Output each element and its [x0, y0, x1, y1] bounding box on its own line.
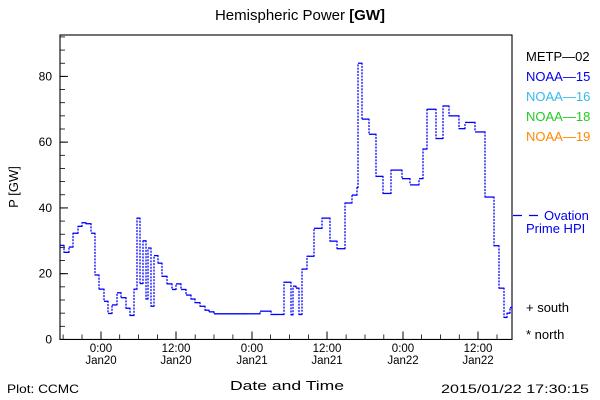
svg-text:80: 80 [39, 69, 53, 83]
svg-text:12:00: 12:00 [162, 343, 191, 355]
svg-text:Jan21: Jan21 [311, 355, 342, 367]
svg-text:METP—02: METP—02 [526, 49, 590, 64]
svg-text:Jan21: Jan21 [236, 355, 267, 367]
svg-text:0:00: 0:00 [241, 343, 263, 355]
svg-text:40: 40 [39, 201, 53, 215]
svg-text:Plot: CCMC: Plot: CCMC [7, 382, 79, 396]
svg-text:NOAA—19: NOAA—19 [526, 129, 590, 144]
svg-text:Date and Time: Date and Time [230, 378, 344, 393]
svg-text:Jan20: Jan20 [85, 355, 116, 367]
svg-text:* north: * north [526, 327, 564, 342]
svg-text:0:00: 0:00 [392, 343, 414, 355]
svg-text:NOAA—15: NOAA—15 [526, 69, 590, 84]
svg-text:+ south: + south [526, 300, 569, 315]
svg-text:Jan22: Jan22 [387, 355, 418, 367]
svg-text:0: 0 [45, 332, 52, 346]
svg-text:12:00: 12:00 [313, 343, 342, 355]
svg-text:2015/01/22 17:30:15: 2015/01/22 17:30:15 [441, 382, 589, 396]
svg-text:P [GW]: P [GW] [6, 166, 21, 208]
svg-text:Hemispheric Power [GW]: Hemispheric Power [GW] [215, 7, 385, 24]
svg-text:60: 60 [39, 135, 53, 149]
svg-text:Jan20: Jan20 [160, 355, 191, 367]
svg-text:12:00: 12:00 [464, 343, 493, 355]
svg-text:0:00: 0:00 [90, 343, 112, 355]
svg-text:20: 20 [39, 267, 53, 281]
svg-text:NOAA—16: NOAA—16 [526, 89, 590, 104]
svg-text:Jan22: Jan22 [462, 355, 493, 367]
svg-text:Prime HPI: Prime HPI [526, 221, 585, 236]
svg-text:NOAA—18: NOAA—18 [526, 109, 590, 124]
